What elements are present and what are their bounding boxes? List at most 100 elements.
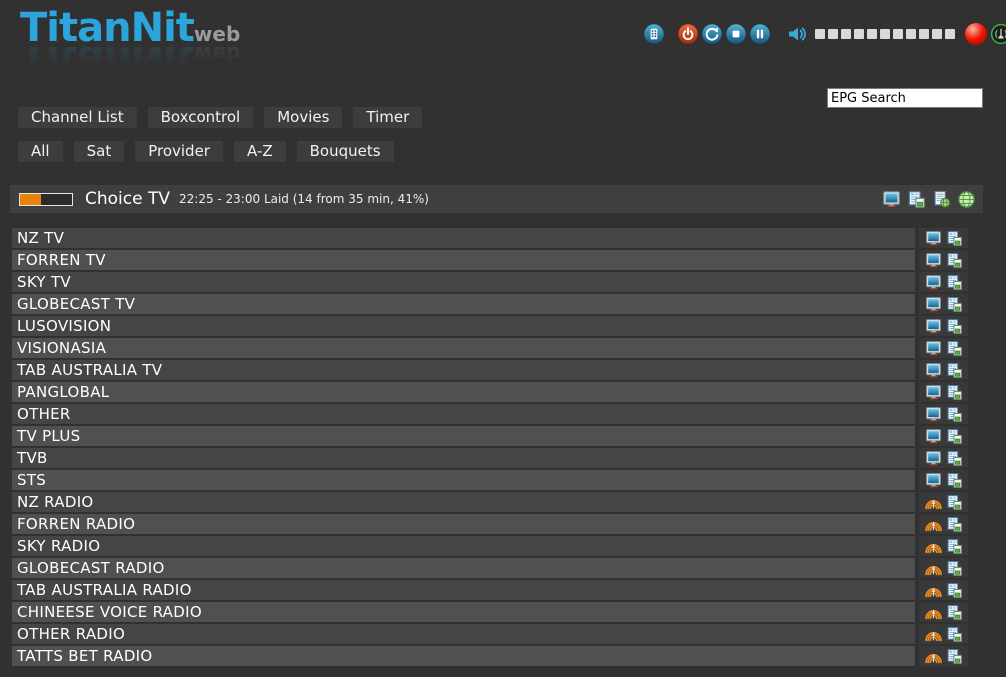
- volume-segment[interactable]: [815, 29, 825, 39]
- channel-name[interactable]: FORREN RADIO: [12, 514, 915, 534]
- now-playing-actions: [881, 189, 976, 209]
- radio-stream-icon[interactable]: [924, 648, 942, 665]
- channel-name[interactable]: TV PLUS: [12, 426, 915, 446]
- volume-segment[interactable]: [893, 29, 903, 39]
- tab-channel-list[interactable]: Channel List: [18, 107, 137, 128]
- volume-segment[interactable]: [932, 29, 942, 39]
- channel-name[interactable]: OTHER RADIO: [12, 624, 915, 644]
- epg-icon[interactable]: [946, 472, 963, 489]
- radio-stream-icon[interactable]: [924, 494, 942, 511]
- tab-timer[interactable]: Timer: [353, 107, 423, 128]
- channel-row: SKY TV: [12, 272, 968, 292]
- volume-segment[interactable]: [854, 29, 864, 39]
- tab-movies[interactable]: Movies: [264, 107, 343, 128]
- epg-icon[interactable]: [946, 230, 963, 247]
- filter-sat[interactable]: Sat: [73, 141, 125, 162]
- channel-row-actions: [919, 316, 968, 336]
- channel-name[interactable]: STS: [12, 470, 915, 490]
- volume-segment[interactable]: [906, 29, 916, 39]
- epg-icon[interactable]: [946, 384, 963, 401]
- volume-segment[interactable]: [841, 29, 851, 39]
- epg-icon[interactable]: [946, 274, 963, 291]
- epg-icon[interactable]: [946, 318, 963, 335]
- volume-segment[interactable]: [867, 29, 877, 39]
- channel-name[interactable]: TATTS BET RADIO: [12, 646, 915, 666]
- epg-web-icon[interactable]: [931, 189, 951, 209]
- stop-icon[interactable]: [725, 23, 747, 45]
- epg-icon[interactable]: [946, 406, 963, 423]
- stream-icon[interactable]: [925, 472, 942, 489]
- channel-row: VISIONASIA: [12, 338, 968, 358]
- epg-icon[interactable]: [946, 560, 963, 577]
- channel-name[interactable]: CHINEESE VOICE RADIO: [12, 602, 915, 622]
- radio-stream-icon[interactable]: [924, 516, 942, 533]
- epg-icon[interactable]: [946, 538, 963, 555]
- channel-name[interactable]: GLOBECAST TV: [12, 294, 915, 314]
- volume-segment[interactable]: [945, 29, 955, 39]
- channel-row: OTHER RADIO: [12, 624, 968, 644]
- volume-level-bar[interactable]: [815, 29, 955, 39]
- channel-name[interactable]: NZ RADIO: [12, 492, 915, 512]
- pause-icon[interactable]: [749, 23, 771, 45]
- radio-stream-icon[interactable]: [924, 582, 942, 599]
- stream-icon[interactable]: [925, 362, 942, 379]
- channel-name[interactable]: SKY TV: [12, 272, 915, 292]
- channel-name[interactable]: FORREN TV: [12, 250, 915, 270]
- stream-icon[interactable]: [925, 340, 942, 357]
- channel-name[interactable]: OTHER: [12, 404, 915, 424]
- channel-row: FORREN RADIO: [12, 514, 968, 534]
- channel-name[interactable]: SKY RADIO: [12, 536, 915, 556]
- web-globe-icon[interactable]: [956, 189, 976, 209]
- epg-search-input[interactable]: [827, 88, 983, 108]
- epg-icon[interactable]: [946, 296, 963, 313]
- tab-boxcontrol[interactable]: Boxcontrol: [147, 107, 254, 128]
- restart-icon[interactable]: [701, 23, 723, 45]
- stream-icon[interactable]: [925, 274, 942, 291]
- power-icon[interactable]: [677, 23, 699, 45]
- filter-bouquets[interactable]: Bouquets: [296, 141, 394, 162]
- stream-icon[interactable]: [925, 296, 942, 313]
- stream-icon[interactable]: [925, 428, 942, 445]
- stream-icon[interactable]: [925, 450, 942, 467]
- epg-copy-icon[interactable]: [906, 189, 926, 209]
- epg-icon[interactable]: [946, 362, 963, 379]
- volume-segment[interactable]: [880, 29, 890, 39]
- radio-stream-icon[interactable]: [924, 538, 942, 555]
- channel-name[interactable]: TAB AUSTRALIA TV: [12, 360, 915, 380]
- channel-name[interactable]: TAB AUSTRALIA RADIO: [12, 580, 915, 600]
- epg-icon[interactable]: [946, 340, 963, 357]
- radio-stream-icon[interactable]: [924, 626, 942, 643]
- epg-icon[interactable]: [946, 428, 963, 445]
- epg-icon[interactable]: [946, 604, 963, 621]
- channel-name[interactable]: LUSOVISION: [12, 316, 915, 336]
- stream-icon[interactable]: [925, 252, 942, 269]
- channel-name[interactable]: TVB: [12, 448, 915, 468]
- channel-row: NZ RADIO: [12, 492, 968, 512]
- volume-segment[interactable]: [828, 29, 838, 39]
- channel-name[interactable]: GLOBECAST RADIO: [12, 558, 915, 578]
- channel-name[interactable]: NZ TV: [12, 228, 915, 248]
- signal-icon[interactable]: [990, 23, 1006, 45]
- epg-icon[interactable]: [946, 648, 963, 665]
- stream-icon[interactable]: [925, 318, 942, 335]
- epg-icon[interactable]: [946, 494, 963, 511]
- filter-provider[interactable]: Provider: [135, 141, 223, 162]
- stream-icon[interactable]: [925, 406, 942, 423]
- epg-icon[interactable]: [946, 582, 963, 599]
- stream-icon[interactable]: [925, 230, 942, 247]
- epg-icon[interactable]: [946, 626, 963, 643]
- volume-segment[interactable]: [919, 29, 929, 39]
- radio-stream-icon[interactable]: [924, 560, 942, 577]
- remote-icon[interactable]: [643, 23, 665, 45]
- speaker-icon[interactable]: [787, 23, 809, 45]
- channel-name[interactable]: PANGLOBAL: [12, 382, 915, 402]
- channel-name[interactable]: VISIONASIA: [12, 338, 915, 358]
- radio-stream-icon[interactable]: [924, 604, 942, 621]
- epg-icon[interactable]: [946, 516, 963, 533]
- stream-icon[interactable]: [925, 384, 942, 401]
- filter-all[interactable]: All: [18, 141, 63, 162]
- filter-a-z[interactable]: A-Z: [233, 141, 286, 162]
- epg-icon[interactable]: [946, 450, 963, 467]
- tv-stream-icon[interactable]: [881, 189, 901, 209]
- epg-icon[interactable]: [946, 252, 963, 269]
